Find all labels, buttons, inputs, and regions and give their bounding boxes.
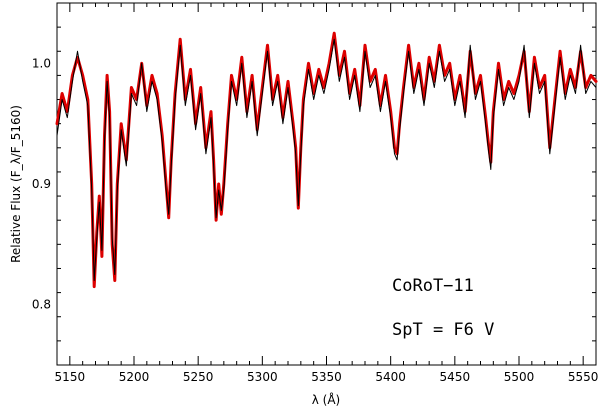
plot-frame xyxy=(56,2,597,366)
x-tick-label: 5150 xyxy=(55,370,86,384)
x-tick-label: 5200 xyxy=(119,370,150,384)
x-tick-label: 5300 xyxy=(247,370,278,384)
tick-labels: 5150 5200 5250 5300 5350 5400 5450 5500 5550 0.8 0… xyxy=(32,56,599,384)
x-axis-title: λ (Å) xyxy=(312,392,341,407)
x-tick-label: 5550 xyxy=(568,370,599,384)
series-line-template xyxy=(56,38,597,281)
series-layer xyxy=(55,31,598,289)
x-tick-label: 5400 xyxy=(375,370,406,384)
y-tick-label: 0.8 xyxy=(32,298,51,312)
y-axis-title: Relative Flux (F_λ/F_5160) xyxy=(9,105,23,263)
y-tick-label: 1.0 xyxy=(32,56,51,70)
x-tick-label: 5500 xyxy=(504,370,535,384)
x-tick-label: 5450 xyxy=(440,370,471,384)
annotation-spectral-type: SpT = F6 V xyxy=(392,320,494,340)
y-tick-label: 0.9 xyxy=(32,177,51,191)
x-tick-label: 5250 xyxy=(183,370,214,384)
series-line-observed xyxy=(55,31,598,289)
axis-ticks xyxy=(56,2,597,366)
annotation-star-name: CoRoT−11 xyxy=(392,276,474,296)
x-tick-label: 5350 xyxy=(311,370,342,384)
